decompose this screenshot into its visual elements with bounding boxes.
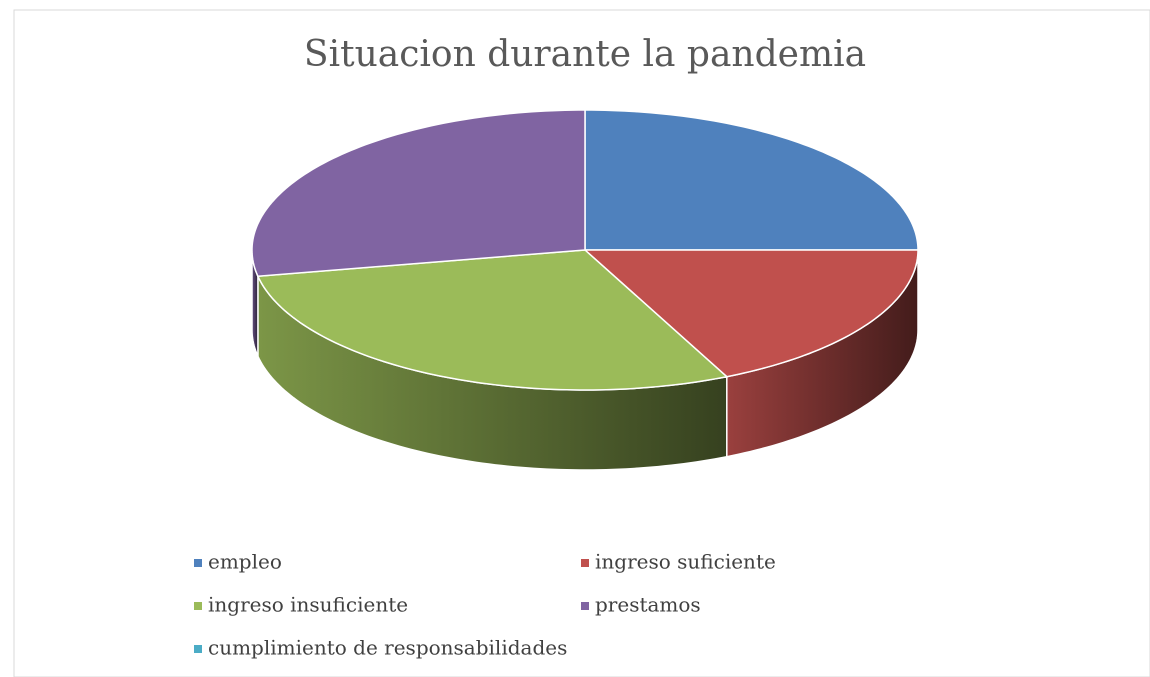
legend-label: prestamos (595, 593, 701, 617)
legend-label: ingreso insuficiente (208, 593, 408, 617)
pie-slice (584, 109, 919, 251)
legend-swatch (194, 602, 202, 610)
legend-swatch (581, 559, 589, 567)
legend-swatch (194, 559, 202, 567)
legend-swatch (194, 645, 202, 653)
legend-label: empleo (208, 550, 282, 574)
legend: empleo ingreso suficiente ingreso insufici… (194, 550, 776, 660)
legend-label: ingreso suficiente (595, 550, 776, 574)
legend-swatch (581, 602, 589, 610)
pie-tops (251, 109, 919, 391)
chart-title: Situacion durante la pandemia (304, 34, 866, 75)
pie-slice (251, 109, 586, 278)
pie-slice (583, 249, 919, 378)
pie-slice (256, 249, 729, 391)
legend-label: cumplimiento de responsabilidades (208, 636, 567, 660)
